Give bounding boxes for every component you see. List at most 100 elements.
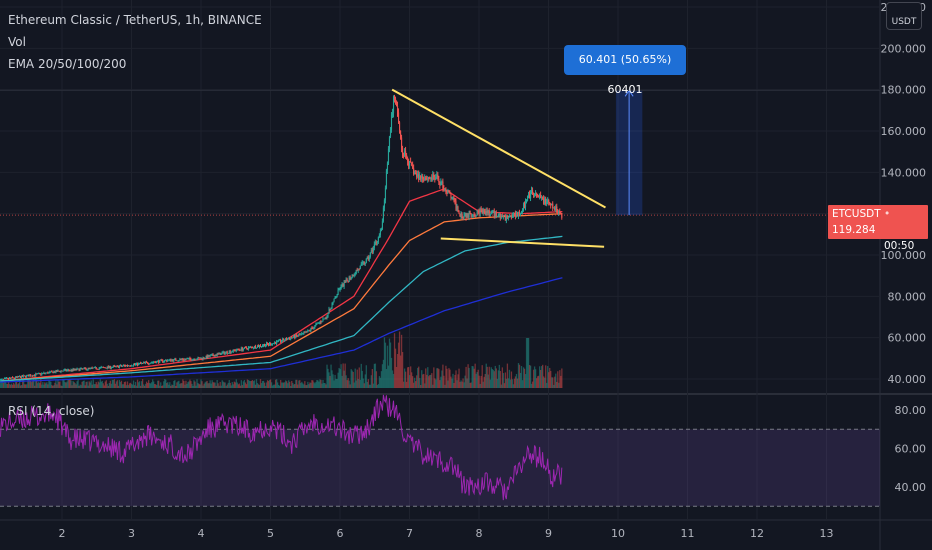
volume-bar (324, 383, 326, 388)
candle-body (439, 182, 441, 186)
volume-bar (134, 381, 137, 388)
candle-body (235, 350, 237, 352)
candle-body (380, 228, 382, 231)
candle-body (270, 343, 272, 346)
candle-body (165, 360, 167, 361)
candle-body (149, 363, 151, 365)
volume-bar (520, 366, 523, 388)
volume-bar (481, 365, 483, 388)
candle-body (25, 375, 27, 378)
volume-bar (402, 381, 405, 388)
candle-body (214, 355, 216, 357)
volume-bar (9, 384, 12, 388)
rsi-legend[interactable]: RSI (14, close) (8, 404, 95, 418)
time-tick-label: 6 (337, 527, 344, 540)
volume-legend[interactable]: Vol (8, 35, 26, 49)
candle-body (409, 161, 411, 166)
candle-body (284, 340, 286, 341)
candle-body (200, 357, 202, 359)
candle-body (419, 175, 421, 180)
volume-bar (503, 383, 506, 388)
volume-bar (482, 381, 484, 388)
volume-bar (116, 380, 119, 388)
volume-bar (392, 373, 395, 388)
candle-body (260, 346, 263, 347)
volume-bar (193, 380, 195, 388)
candle-body (221, 352, 223, 354)
candle-body (388, 136, 391, 149)
volume-bar (329, 375, 331, 388)
volume-bar (10, 383, 13, 388)
volume-bar (248, 380, 251, 388)
candle-body (113, 365, 115, 367)
volume-bar (82, 380, 84, 388)
candle-body (71, 369, 73, 371)
candle-body (51, 371, 53, 373)
candle-body (183, 359, 185, 361)
volume-bar (301, 381, 303, 388)
volume-bar (144, 383, 147, 388)
candle-body (181, 359, 183, 361)
candle-body (507, 217, 509, 219)
volume-bar (75, 384, 77, 388)
candle-body (294, 335, 296, 338)
volume-bar (498, 364, 500, 388)
ema-legend[interactable]: EMA 20/50/100/200 (8, 57, 127, 71)
volume-bar (411, 372, 413, 388)
volume-bar (490, 367, 492, 388)
volume-bar (522, 367, 525, 388)
candle-body (132, 364, 135, 366)
volume-bar (206, 380, 208, 388)
drawing-layer[interactable] (0, 88, 880, 248)
candle-body (186, 358, 188, 360)
candle-body (208, 355, 210, 357)
volume-bar (293, 384, 295, 388)
chart-title[interactable]: Ethereum Classic / TetherUS, 1h, BINANCE (8, 13, 262, 27)
candle-body (61, 370, 63, 372)
time-tick-label: 12 (750, 527, 764, 540)
candle-body (266, 343, 268, 346)
candle-body (552, 203, 554, 209)
candle-body (233, 349, 235, 351)
candle-body (39, 373, 41, 375)
volume-bar (179, 384, 181, 388)
candle-body (205, 355, 207, 359)
volume-bar (8, 384, 11, 388)
volume-bar (514, 376, 517, 388)
volume-bar (466, 378, 468, 388)
currency-badge[interactable]: USDT (886, 2, 922, 30)
volume-bar (533, 366, 536, 388)
volume-bar (104, 381, 106, 388)
volume-bar (348, 380, 350, 388)
volume-bar (98, 382, 100, 388)
volume-bar (438, 369, 440, 388)
ema-200-line (0, 277, 563, 383)
candle-body (328, 309, 330, 314)
candle-body (302, 333, 304, 335)
volume-bar (444, 384, 446, 388)
volume-bar (426, 374, 428, 388)
candle-body (446, 192, 448, 194)
volume-bar (486, 366, 488, 388)
candle-body (178, 360, 180, 362)
volume-bar (69, 379, 71, 388)
volume-bar (327, 368, 329, 388)
candle-body (451, 198, 453, 199)
volume-bar (461, 381, 463, 388)
candle-body (533, 193, 535, 195)
volume-bar (192, 385, 194, 388)
candle-body (201, 357, 203, 360)
candle-body (154, 362, 156, 363)
volume-bar (106, 383, 108, 388)
candle-body (312, 328, 314, 330)
volume-bar (303, 384, 305, 388)
volume-bar (114, 383, 117, 388)
candle-body (427, 177, 429, 180)
volume-bar (427, 367, 429, 388)
volume-bar (19, 380, 21, 388)
candle-body (458, 210, 460, 214)
candle-body (119, 365, 121, 367)
volume-bar (542, 364, 544, 388)
volume-bar (504, 372, 507, 388)
